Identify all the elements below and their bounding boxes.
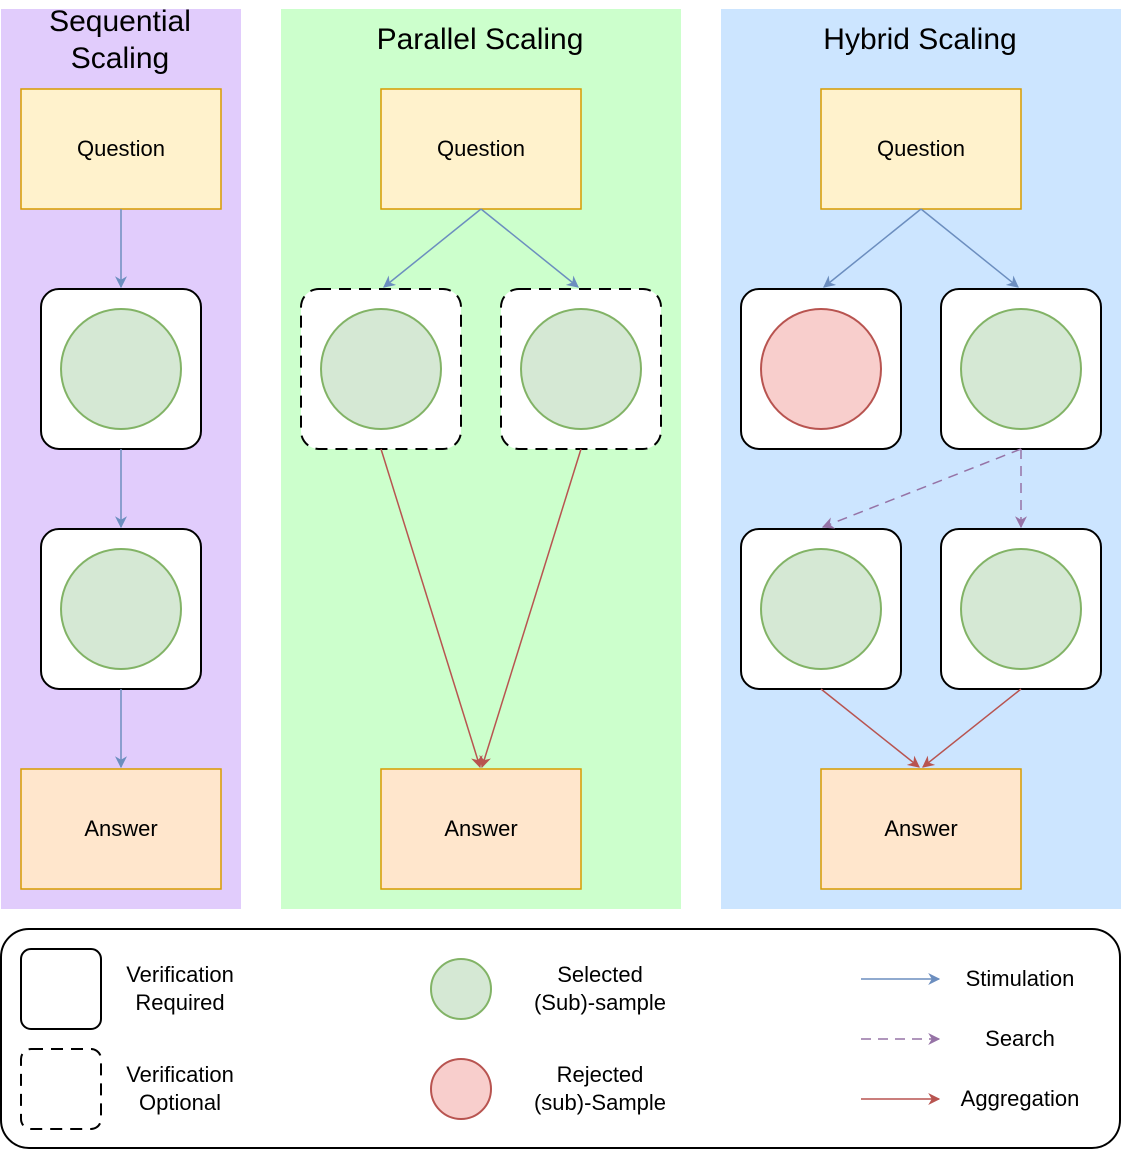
sequential-answer-box (20, 768, 222, 890)
hybrid-aggregation-arrow-2 (922, 688, 1022, 768)
legend-verification-required-line2: Required (135, 990, 224, 1015)
legend-panel (0, 928, 1121, 1149)
hybrid-stimulation-arrow-2 (920, 208, 1019, 288)
parallel-branch2-selected-sample (520, 308, 642, 430)
legend-stimulation-label: Stimulation (966, 966, 1075, 991)
legend-search-label: Search (985, 1026, 1055, 1051)
sequential-answer-label: Answer (84, 816, 157, 841)
hybrid-question-box (820, 88, 1022, 210)
parallel-stimulation-arrow-2 (480, 208, 579, 288)
sequential-step2-selected-sample (60, 548, 182, 670)
hybrid-answer-box (820, 768, 1022, 890)
legend-rejected-line1: Rejected (557, 1062, 644, 1087)
hybrid-branch1-rejected-sample (760, 308, 882, 430)
hybrid-search2-selected-sample (960, 548, 1082, 670)
hybrid-question-label: Question (877, 136, 965, 161)
hybrid-branch2-selected-sample (960, 308, 1082, 430)
parallel-branch1-selected-sample (320, 308, 442, 430)
legend-verification-optional-line1: Verification (126, 1062, 234, 1087)
legend-selected-sample-swatch (430, 958, 492, 1020)
hybrid-search-arrow-1 (821, 448, 1022, 529)
parallel-question-label: Question (437, 136, 525, 161)
parallel-answer-label: Answer (444, 816, 517, 841)
legend-aggregation-label: Aggregation (961, 1086, 1080, 1111)
parallel-question-box (380, 88, 582, 210)
legend-verification-required-swatch (20, 948, 102, 1030)
legend-selected-line2: (Sub)-sample (534, 990, 666, 1015)
parallel-aggregation-arrow-2 (479, 448, 582, 769)
legend-verification-optional-line2: Optional (139, 1090, 221, 1115)
sequential-question-box (20, 88, 222, 210)
sequential-title-line1: Sequential (49, 5, 191, 38)
hybrid-stimulation-arrow-1 (823, 208, 922, 288)
legend-verification-optional-swatch (20, 1048, 102, 1130)
hybrid-answer-label: Answer (884, 816, 957, 841)
parallel-answer-box (380, 768, 582, 890)
parallel-aggregation-arrow-1 (380, 448, 483, 769)
parallel-title: Parallel Scaling (377, 23, 584, 56)
hybrid-search1-selected-sample (760, 548, 882, 670)
hybrid-title: Hybrid Scaling (823, 23, 1016, 56)
legend-rejected-line2: (sub)-Sample (534, 1090, 666, 1115)
sequential-question-label: Question (77, 136, 165, 161)
legend-selected-line1: Selected (557, 962, 643, 987)
sequential-title-line2: Scaling (71, 42, 169, 75)
parallel-stimulation-arrow-1 (383, 208, 482, 288)
legend-rejected-sample-swatch (430, 1058, 492, 1120)
legend-verification-required-line1: Verification (126, 962, 234, 987)
sequential-step1-selected-sample (60, 308, 182, 430)
hybrid-aggregation-arrow-1 (820, 688, 920, 768)
